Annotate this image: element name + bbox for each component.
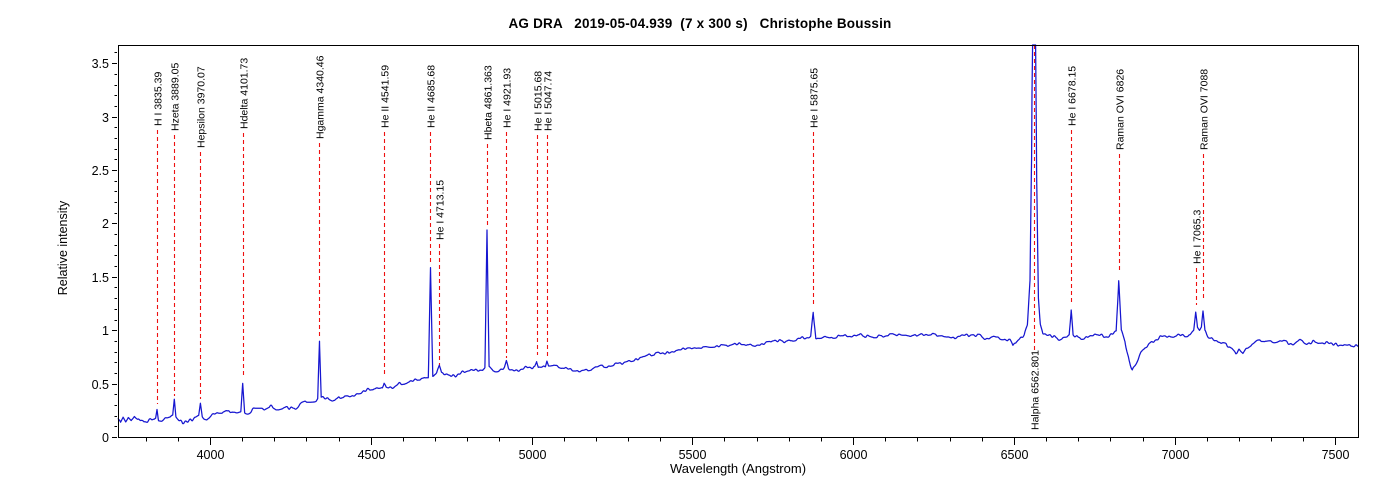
y-tick-label: 1 xyxy=(102,324,109,338)
plot-border xyxy=(118,45,1359,438)
spectral-line-label: Hzeta 3889.05 xyxy=(170,63,182,131)
spectral-line-label: He I 4921.93 xyxy=(502,68,514,128)
spectral-line-label: Hdelta 4101.73 xyxy=(239,58,251,129)
spectral-line-label: Hbeta 4861.363 xyxy=(483,65,495,140)
y-tick-label: 1.5 xyxy=(92,271,109,285)
spectral-line-label: He I 4713.15 xyxy=(435,180,447,240)
spectral-line-label: Raman OVI 6826 xyxy=(1115,69,1127,150)
spectral-line-label: Hepsilon 3970.07 xyxy=(196,66,208,148)
y-tick-label: 2.5 xyxy=(92,164,109,178)
x-tick-label: 5500 xyxy=(679,448,707,462)
spectral-line-label: H I 3835.39 xyxy=(153,72,165,126)
y-tick-label: 0.5 xyxy=(92,378,109,392)
y-tick-label: 3 xyxy=(102,111,109,125)
x-axis-title: Wavelength (Angstrom) xyxy=(669,461,807,476)
spectral-line-label: He I 7065.3 xyxy=(1192,210,1204,264)
y-tick-label: 0 xyxy=(102,431,109,445)
spectral-line-label: He I 5015.68 xyxy=(533,71,545,131)
x-tick-label: 7000 xyxy=(1162,448,1190,462)
x-tick-label: 7500 xyxy=(1322,448,1350,462)
x-tick-label: 4000 xyxy=(197,448,225,462)
x-tick-label: 5000 xyxy=(519,448,547,462)
spectral-line-label: Halpha 6562.801 xyxy=(1030,350,1042,430)
spectrum-line xyxy=(117,44,1359,425)
x-tick-label: 6000 xyxy=(840,448,868,462)
chart-title: AG DRA 2019-05-04.939 (7 x 300 s) Christ… xyxy=(508,16,892,31)
spectral-line-label: He I 5047.74 xyxy=(543,71,555,131)
y-tick-label: 3.5 xyxy=(92,57,109,71)
spectral-line-label: He I 5875.65 xyxy=(809,68,821,128)
y-tick-label: 2 xyxy=(102,217,109,231)
y-axis-title: Relative intensity xyxy=(56,200,70,296)
x-tick-label: 4500 xyxy=(358,448,386,462)
spectral-line-label: He II 4541.59 xyxy=(380,65,392,128)
spectral-line-label: Hgamma 4340.46 xyxy=(315,55,327,139)
spectral-line-label: Raman OVI 7088 xyxy=(1199,69,1211,150)
spectral-line-label: He I 6678.15 xyxy=(1067,66,1079,126)
spectral-line-label: He II 4685.68 xyxy=(426,65,438,128)
x-tick-label: 6500 xyxy=(1001,448,1029,462)
